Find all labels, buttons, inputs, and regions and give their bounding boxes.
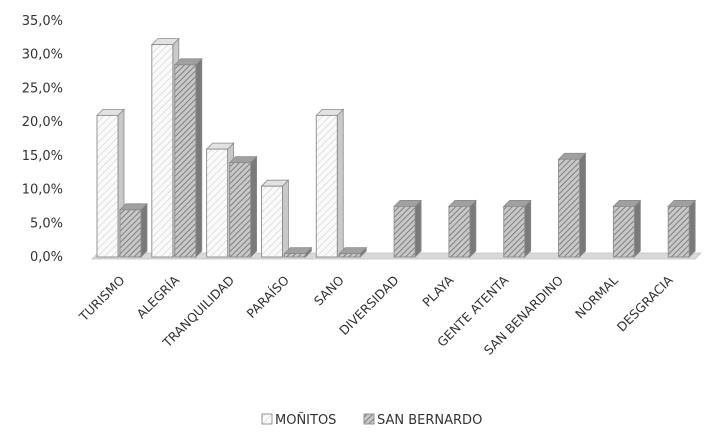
y-tick-label: 20,0% [22,115,63,130]
x-category-label: DESGRACIA [614,272,676,334]
y-tick-label: 30,0% [22,48,63,63]
y-tick-label: 35,0% [22,14,63,29]
x-category-label: NORMAL [572,272,621,321]
legend-swatch [261,413,273,425]
bar-monitos [260,179,290,258]
bar-san-bernardo [173,57,203,258]
y-tick-label: 10,0% [22,183,63,198]
bar-monitos [315,108,345,258]
bar-san-bernardo [338,246,368,258]
x-category-label: SANO [311,272,347,308]
legend: MOÑITOS SAN BERNARDO [261,412,482,428]
x-category-label: ALEGRÍA [134,272,183,321]
y-tick-label: 25,0% [22,81,63,96]
y-tick-label: 15,0% [22,149,63,164]
bar-san-bernardo [447,199,477,258]
y-tick-label: 0,0% [30,250,63,265]
x-category-label: PLAYA [419,272,457,310]
bar-san-bernardo [557,152,587,258]
bar-san-bernardo [119,202,148,258]
bar-san-bernardo [502,199,532,258]
bar-san-bernardo [612,199,642,258]
x-category-label: TURISMO [75,272,127,324]
bar-san-bernardo [393,199,423,258]
y-tick-label: 5,0% [30,216,63,231]
x-category-label: PARAÍSO [244,272,293,321]
legend-item-san-bernardo: SAN BERNARDO [363,413,482,428]
legend-item-monitos: MOÑITOS [261,412,336,428]
legend-label: SAN BERNARDO [377,413,482,428]
legend-label: MOÑITOS [275,412,336,428]
bar-san-bernardo [667,199,697,258]
legend-swatch [363,413,375,425]
bar-san-bernardo [228,155,258,258]
bar-san-bernardo [283,246,313,258]
